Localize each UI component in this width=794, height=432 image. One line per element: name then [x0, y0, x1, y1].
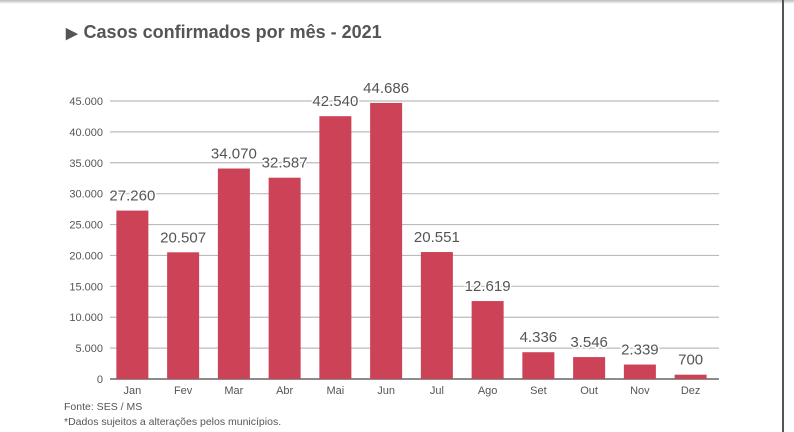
data-label: 20.551: [414, 229, 460, 246]
y-tick-label: 10.000: [69, 312, 103, 324]
data-label: 20.507: [160, 229, 206, 246]
y-tick-label: 35.000: [69, 158, 103, 170]
bar: [319, 116, 352, 380]
y-tick-label: 0: [97, 374, 103, 386]
disclaimer-note: *Dados sujeitos a alterações pelos munic…: [64, 416, 282, 428]
x-tick-label: Jul: [430, 385, 444, 397]
bar: [674, 374, 707, 379]
bar: [623, 364, 656, 379]
y-tick-label: 30.000: [69, 189, 103, 201]
chart-title: ▶ Casos confirmados por mês - 2021: [66, 22, 382, 43]
bar: [370, 102, 403, 379]
bar: [217, 168, 250, 379]
y-tick-label: 45.000: [69, 96, 103, 108]
bar: [268, 177, 301, 379]
y-tick-label: 40.000: [69, 127, 103, 139]
bar: [522, 352, 555, 379]
data-label: 4.336: [520, 329, 558, 346]
bar: [116, 210, 149, 379]
data-label: 27.260: [109, 188, 155, 205]
bar: [167, 252, 200, 379]
data-label: 42.540: [312, 93, 358, 110]
source-note: Fonte: SES / MS: [64, 401, 143, 413]
x-tick-label: Dez: [681, 385, 701, 397]
chart-title-text: Casos confirmados por mês - 2021: [83, 22, 382, 42]
data-label: 44.686: [363, 80, 409, 97]
bar: [420, 252, 453, 379]
x-tick-label: Jun: [377, 385, 395, 397]
x-tick-label: Fev: [174, 385, 193, 397]
data-label: 3.546: [570, 334, 608, 351]
x-tick-label: Nov: [630, 385, 650, 397]
data-label: 34.070: [211, 146, 257, 163]
data-label: 32.587: [262, 155, 308, 172]
data-label: 700: [678, 352, 703, 369]
x-tick-label: Abr: [276, 385, 293, 397]
x-tick-label: Mar: [224, 385, 243, 397]
window-right-edge: [782, 0, 784, 432]
x-tick-label: Jan: [124, 385, 142, 397]
y-tick-label: 25.000: [69, 220, 103, 232]
y-tick-label: 5.000: [75, 343, 103, 355]
data-label: 2.339: [621, 342, 659, 359]
data-label: 12.619: [465, 278, 511, 295]
x-tick-label: Out: [580, 385, 598, 397]
x-tick-label: Mai: [327, 385, 345, 397]
x-tick-label: Set: [530, 385, 547, 397]
play-triangle-icon: ▶: [66, 25, 78, 42]
x-tick-label: Ago: [478, 385, 498, 397]
bar: [573, 357, 606, 379]
y-tick-label: 20.000: [69, 250, 103, 262]
y-tick-label: 15.000: [69, 281, 103, 293]
window-top-edge: [0, 0, 794, 4]
bar: [471, 301, 504, 379]
